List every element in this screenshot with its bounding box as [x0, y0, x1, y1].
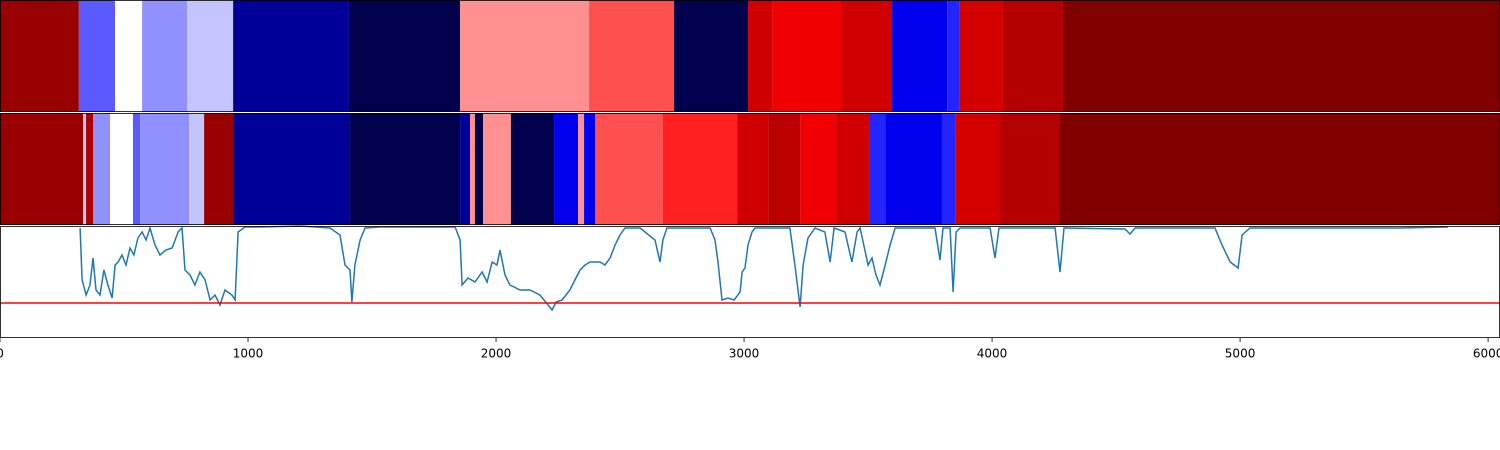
- segment: [589, 0, 675, 112]
- segment: [233, 113, 350, 225]
- x-tick-label: 2000: [481, 347, 512, 361]
- x-tick-label: 0: [0, 347, 4, 361]
- segment: [748, 0, 773, 112]
- segment: [869, 113, 886, 225]
- x-tick-label: 3000: [729, 347, 760, 361]
- segment: [941, 113, 956, 225]
- segment: [737, 113, 769, 225]
- segment: [83, 113, 87, 225]
- segment: [662, 113, 738, 225]
- segment: [0, 0, 79, 112]
- segment: [460, 0, 590, 112]
- segment: [1002, 0, 1063, 112]
- segment: [1000, 113, 1061, 225]
- x-tick-label: 5000: [1225, 347, 1256, 361]
- segment: [188, 113, 205, 225]
- segment: [768, 113, 801, 225]
- segment: [204, 113, 234, 225]
- segment: [955, 113, 1000, 225]
- segment: [469, 113, 475, 225]
- segment: [1060, 113, 1500, 225]
- segment: [578, 113, 585, 225]
- segment: [187, 0, 234, 112]
- segment: [142, 0, 188, 112]
- segment: [483, 113, 511, 225]
- segment: [86, 113, 94, 225]
- segment: [1062, 0, 1500, 112]
- segment: [892, 0, 948, 112]
- x-tick-label: 6000: [1473, 347, 1500, 361]
- x-tick-label: 4000: [977, 347, 1008, 361]
- segment: [594, 113, 663, 225]
- segment: [78, 0, 116, 112]
- segment: [841, 0, 893, 112]
- segment: [348, 0, 461, 112]
- panel-frame: [0, 226, 1500, 338]
- segment: [510, 113, 555, 225]
- segment: [554, 113, 579, 225]
- segment: [772, 0, 842, 112]
- segment: [584, 113, 595, 225]
- segment: [115, 0, 143, 112]
- segment: [349, 113, 461, 225]
- segment: [959, 0, 1003, 112]
- segment: [947, 0, 960, 112]
- segment: [132, 113, 141, 225]
- segment: [0, 113, 84, 225]
- segment: [836, 113, 870, 225]
- segment: [460, 113, 470, 225]
- x-tick-label: 1000: [233, 347, 264, 361]
- line: [79, 225, 1449, 312]
- segment: [110, 113, 133, 225]
- segment: [93, 113, 111, 225]
- segment: [140, 113, 189, 225]
- segment: [800, 113, 837, 225]
- segment: [233, 0, 349, 112]
- segment: [674, 0, 749, 112]
- segment: [885, 113, 942, 225]
- segment: [474, 113, 484, 225]
